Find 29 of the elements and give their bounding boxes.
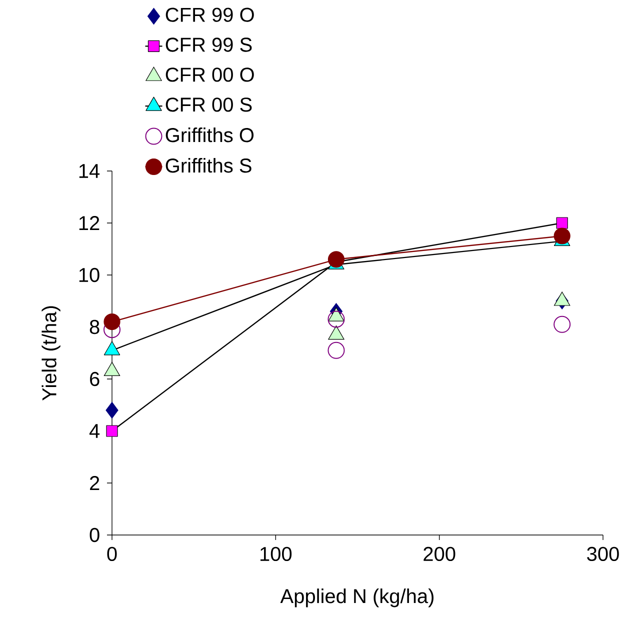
legend-label: CFR 00 O xyxy=(166,68,254,82)
x-tick-label: 100 xyxy=(260,546,292,562)
x-tick-label: 0 xyxy=(107,546,117,562)
point xyxy=(106,425,118,437)
y-tick-label: 0 xyxy=(90,528,100,542)
x-tick-label: 300 xyxy=(587,546,619,562)
y-tick-label: 12 xyxy=(79,216,100,230)
y-tick-label: 8 xyxy=(90,320,100,334)
legend-label: Griffiths S xyxy=(166,158,252,173)
point xyxy=(556,217,568,229)
legend-label: CFR 00 S xyxy=(166,98,252,112)
point xyxy=(554,228,570,244)
y-axis-title: Yield (t/ha) xyxy=(42,306,60,401)
y-tick-label: 2 xyxy=(90,476,100,490)
legend-label: CFR 99 O xyxy=(166,8,254,22)
point xyxy=(106,402,118,418)
point xyxy=(328,251,345,268)
x-tick-label: 200 xyxy=(424,546,456,562)
y-tick-label: 4 xyxy=(89,424,100,438)
legend-label: CFR 99 S xyxy=(166,38,252,52)
y-tick-label: 10 xyxy=(79,268,100,282)
point xyxy=(328,310,345,328)
y-tick-label: 6 xyxy=(90,372,100,386)
legend-label: Griffiths O xyxy=(166,128,254,142)
point xyxy=(328,342,345,359)
point xyxy=(104,313,120,330)
y-tick-label: 14 xyxy=(79,164,100,178)
x-axis-title: Applied N (kg/ha) xyxy=(280,588,434,608)
point xyxy=(554,316,571,333)
